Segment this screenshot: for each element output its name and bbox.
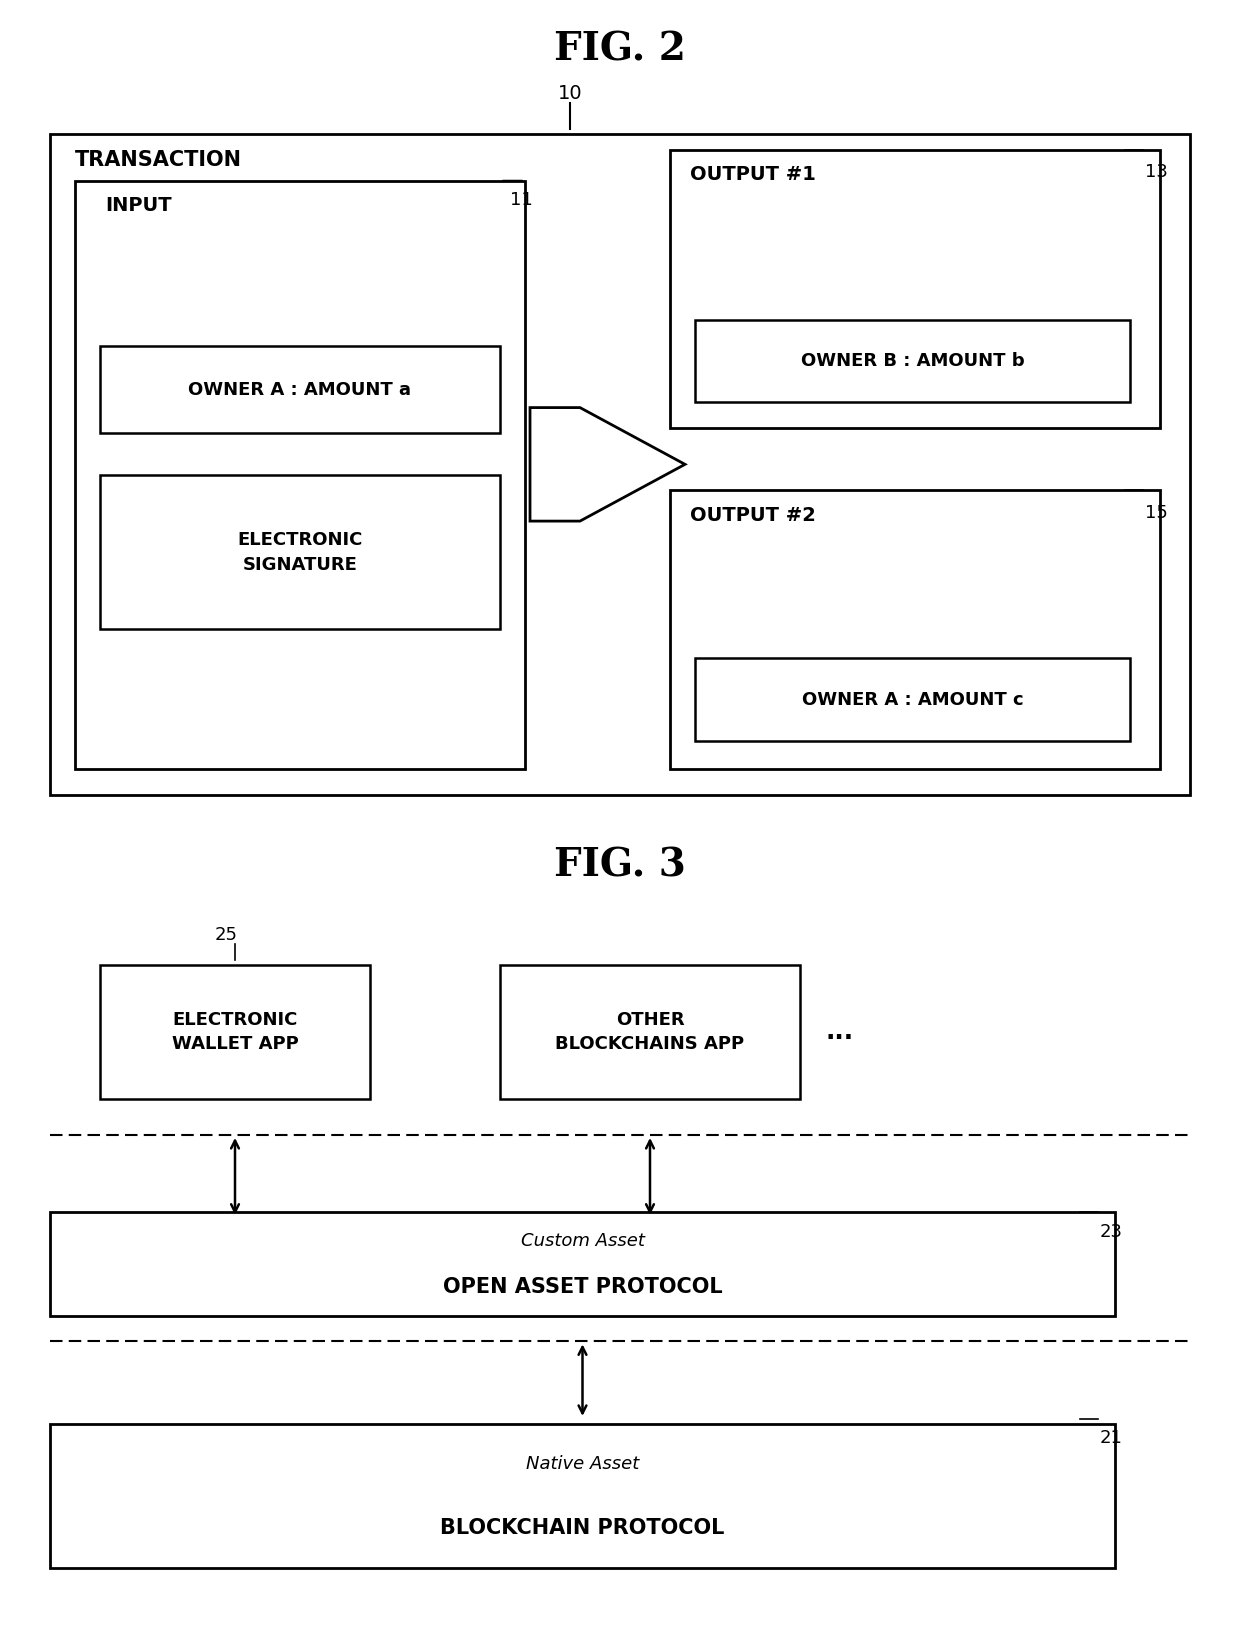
Text: 25: 25 [215, 926, 238, 944]
FancyBboxPatch shape [50, 1423, 1115, 1568]
Text: FIG. 3: FIG. 3 [554, 847, 686, 885]
FancyBboxPatch shape [694, 320, 1130, 403]
Text: 23: 23 [1100, 1223, 1123, 1242]
Polygon shape [529, 408, 684, 522]
FancyBboxPatch shape [74, 180, 525, 769]
FancyBboxPatch shape [500, 964, 800, 1100]
Text: TRANSACTION: TRANSACTION [74, 150, 242, 170]
Text: FIG. 2: FIG. 2 [554, 31, 686, 69]
Text: 11: 11 [510, 192, 533, 210]
FancyBboxPatch shape [50, 134, 1190, 794]
Text: OWNER B : AMOUNT b: OWNER B : AMOUNT b [801, 352, 1024, 370]
Text: ...: ... [825, 1020, 853, 1043]
FancyBboxPatch shape [670, 150, 1159, 428]
Text: OWNER A : AMOUNT c: OWNER A : AMOUNT c [802, 690, 1023, 708]
FancyBboxPatch shape [100, 475, 500, 629]
FancyBboxPatch shape [100, 345, 500, 434]
Text: 10: 10 [558, 84, 583, 104]
Text: Native Asset: Native Asset [526, 1456, 639, 1473]
Text: ELECTRONIC
SIGNATURE: ELECTRONIC SIGNATURE [237, 530, 362, 573]
Text: 13: 13 [1145, 163, 1168, 182]
Text: ELECTRONIC
WALLET APP: ELECTRONIC WALLET APP [171, 1010, 299, 1053]
Text: OTHER
BLOCKCHAINS APP: OTHER BLOCKCHAINS APP [556, 1010, 744, 1053]
Text: OWNER A : AMOUNT a: OWNER A : AMOUNT a [188, 380, 412, 398]
Text: OPEN ASSET PROTOCOL: OPEN ASSET PROTOCOL [443, 1276, 723, 1296]
FancyBboxPatch shape [670, 490, 1159, 769]
FancyBboxPatch shape [50, 1212, 1115, 1316]
FancyBboxPatch shape [694, 659, 1130, 741]
Text: Custom Asset: Custom Asset [521, 1232, 645, 1250]
Text: BLOCKCHAIN PROTOCOL: BLOCKCHAIN PROTOCOL [440, 1517, 724, 1539]
Text: 21: 21 [1100, 1430, 1123, 1448]
Text: INPUT: INPUT [105, 196, 171, 215]
FancyBboxPatch shape [100, 964, 370, 1100]
Text: OUTPUT #2: OUTPUT #2 [689, 505, 816, 525]
Text: OUTPUT #1: OUTPUT #1 [689, 165, 816, 185]
Text: 15: 15 [1145, 504, 1168, 522]
